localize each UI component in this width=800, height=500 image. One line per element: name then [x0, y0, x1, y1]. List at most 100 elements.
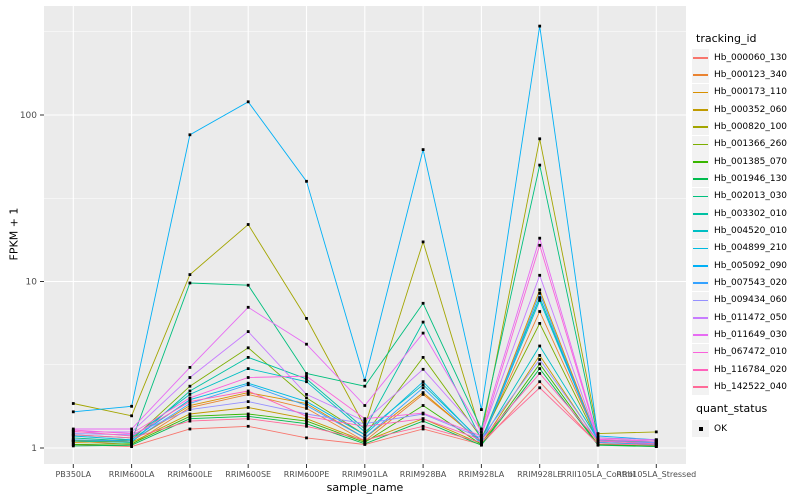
x-tick-label: RRIM928BA — [400, 470, 447, 479]
data-point — [130, 443, 133, 447]
legend-item-Hb_001385_070: Hb_001385_070 — [692, 153, 788, 171]
legend-key-swatch-icon — [692, 361, 709, 379]
series-color-line-icon — [693, 213, 708, 215]
data-point — [246, 367, 250, 370]
series-color-line-icon — [693, 351, 708, 354]
data-point — [538, 354, 542, 357]
data-point — [363, 427, 367, 431]
data-point — [188, 417, 192, 421]
legend-item-Hb_004899_210: Hb_004899_210 — [692, 239, 787, 257]
data-point — [421, 419, 425, 423]
legend-item-label: Hb_116784_020 — [714, 364, 788, 375]
data-point — [246, 100, 250, 104]
data-point — [421, 148, 425, 151]
data-point — [654, 443, 658, 447]
data-point — [305, 404, 308, 407]
data-point — [480, 438, 483, 442]
data-point — [246, 383, 250, 387]
series-color-line-icon — [693, 126, 708, 129]
data-point — [188, 281, 192, 285]
data-point — [538, 372, 542, 375]
data-point — [305, 422, 308, 426]
legend-item-label: Hb_000060_130 — [714, 52, 788, 63]
x-tick-label: RRIM901LA — [342, 470, 388, 479]
data-point — [538, 386, 542, 390]
data-point — [305, 417, 308, 421]
legend-item-Hb_067472_010: Hb_067472_010 — [692, 343, 787, 361]
legend-item-Hb_001946_130: Hb_001946_130 — [692, 170, 787, 188]
data-point — [246, 424, 250, 428]
data-point — [246, 414, 250, 418]
x-tick-label: RRII105LA_Control — [561, 470, 635, 479]
data-point — [246, 305, 250, 309]
data-point — [363, 430, 367, 434]
legend-item-label: Hb_000123_340 — [714, 69, 788, 80]
legend-key-swatch-icon — [692, 205, 709, 223]
data-point — [305, 436, 308, 440]
legend-item-Hb_011472_050: Hb_011472_050 — [692, 309, 787, 327]
legend-item-label: Hb_001385_070 — [714, 156, 788, 167]
data-point — [188, 376, 192, 379]
legend-key-swatch-icon — [692, 187, 709, 205]
legend-item-Hb_000820_100: Hb_000820_100 — [692, 118, 787, 136]
data-point — [421, 427, 425, 431]
legend-item-Hb_000173_110: Hb_000173_110 — [692, 83, 787, 101]
data-point — [538, 367, 542, 370]
series-color-line-icon — [693, 247, 708, 250]
series-color-line-icon — [693, 317, 708, 319]
data-point — [305, 414, 308, 418]
series-color-line-icon — [693, 91, 708, 94]
data-point — [305, 419, 308, 423]
data-point — [538, 310, 542, 313]
data-point — [246, 400, 250, 403]
data-point — [305, 380, 308, 384]
legend-item-label: Hb_004520_010 — [714, 225, 788, 236]
data-point — [246, 346, 250, 350]
legend-key-swatch-icon — [692, 135, 709, 153]
data-point — [246, 417, 250, 421]
ok-square-marker-icon — [692, 420, 709, 437]
data-point — [130, 432, 133, 435]
data-point — [246, 356, 250, 359]
data-point — [538, 344, 542, 348]
legend-item-label: Hb_005092_090 — [714, 260, 788, 271]
data-point — [188, 393, 192, 396]
data-point — [71, 410, 75, 414]
data-point — [188, 366, 192, 369]
legend-key-swatch-icon — [692, 170, 709, 188]
data-point — [538, 358, 542, 361]
series-color-line-icon — [693, 386, 708, 388]
legend-item-label: Hb_002013_030 — [714, 191, 788, 202]
x-tick-label: RRIM600LA — [109, 470, 155, 479]
data-point — [421, 320, 425, 324]
data-point — [71, 438, 75, 442]
legend-item-Hb_000060_130: Hb_000060_130 — [692, 49, 788, 67]
data-point — [363, 436, 367, 440]
data-point — [305, 402, 308, 405]
legend-key-swatch-icon — [692, 83, 709, 101]
data-point — [363, 419, 367, 423]
legend-item-Hb_116784_020: Hb_116784_020 — [692, 361, 788, 379]
data-point — [305, 400, 308, 403]
legend-item-label: Hb_003302_010 — [714, 208, 788, 219]
data-point — [480, 430, 483, 434]
data-point — [188, 396, 192, 400]
data-point — [305, 374, 308, 378]
data-point — [71, 429, 75, 433]
data-point — [188, 404, 192, 407]
data-point — [188, 412, 192, 416]
data-point — [188, 389, 192, 393]
data-point — [130, 439, 133, 443]
data-point — [130, 445, 133, 448]
data-point — [421, 356, 425, 359]
data-point — [538, 137, 542, 141]
legend-key-swatch-icon — [692, 309, 709, 327]
x-tick-label: RRIM928LE — [517, 470, 562, 479]
legend: tracking_id Hb_000060_130 Hb_000123_340 Hb… — [690, 0, 800, 500]
data-point — [596, 442, 600, 446]
data-point — [305, 317, 308, 320]
data-point — [188, 408, 192, 411]
data-point — [421, 331, 425, 335]
